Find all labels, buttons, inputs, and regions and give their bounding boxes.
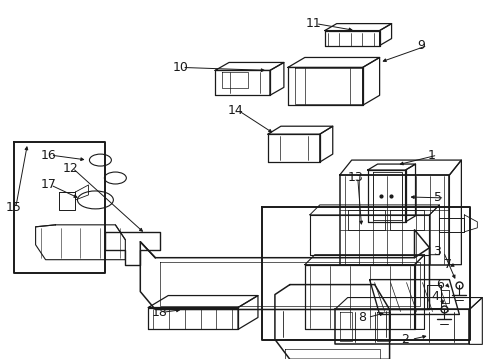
Text: 12: 12 [63, 162, 78, 175]
Text: 16: 16 [41, 149, 56, 162]
Text: 15: 15 [6, 201, 22, 215]
Text: 7: 7 [444, 258, 452, 271]
Text: 9: 9 [417, 39, 425, 52]
Text: 5: 5 [435, 192, 442, 204]
Text: 11: 11 [306, 17, 321, 30]
Text: 13: 13 [348, 171, 364, 184]
Text: 3: 3 [434, 245, 441, 258]
Text: 4: 4 [432, 290, 440, 303]
Text: 1: 1 [427, 149, 435, 162]
Text: 14: 14 [228, 104, 244, 117]
Text: 6: 6 [437, 278, 444, 291]
Text: 2: 2 [401, 333, 410, 346]
Text: 8: 8 [358, 311, 366, 324]
Text: 10: 10 [172, 61, 188, 74]
Text: 17: 17 [41, 179, 56, 192]
Text: 18: 18 [151, 306, 167, 319]
